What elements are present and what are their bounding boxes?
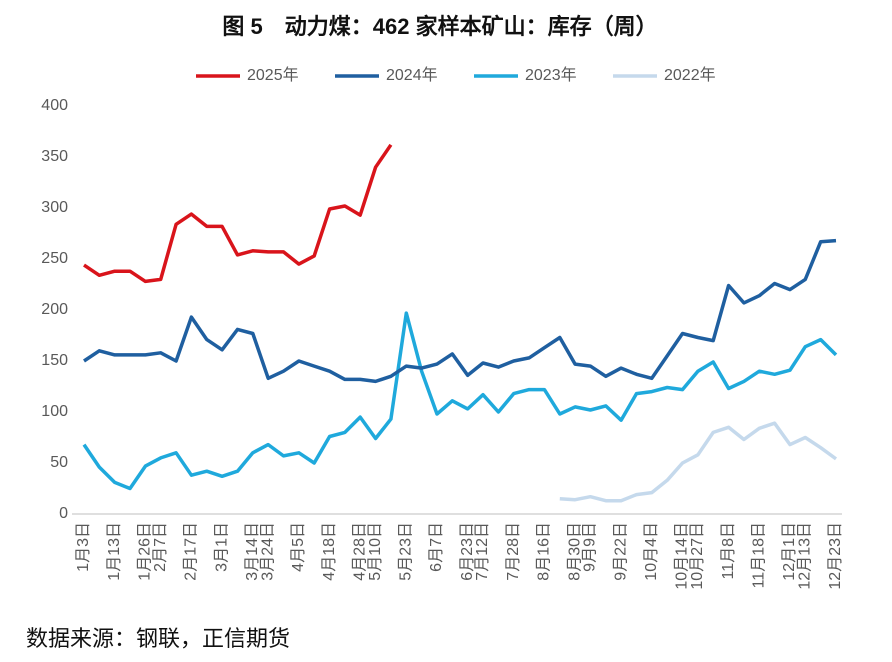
legend-label: 2024年 xyxy=(386,66,438,84)
x-tick-label: 11月18日 xyxy=(750,522,767,588)
x-tick-label: 8月30日 xyxy=(566,522,583,581)
source-note: 数据来源：钢联，正信期货 xyxy=(26,626,290,651)
x-tick-label: 9月9日 xyxy=(582,522,599,572)
x-tick-label: 9月22日 xyxy=(612,522,629,581)
x-tick-label: 8月16日 xyxy=(536,522,553,581)
x-tick-label: 11月8日 xyxy=(720,522,737,580)
y-tick-label: 0 xyxy=(59,505,68,522)
x-tick-label: 5月23日 xyxy=(398,522,415,581)
series-line xyxy=(559,421,838,503)
x-tick-label: 7月12日 xyxy=(474,522,491,581)
y-tick-label: 300 xyxy=(41,199,68,216)
legend-label: 2025年 xyxy=(247,66,299,84)
series-line xyxy=(83,143,393,284)
x-tick-label: 12月1日 xyxy=(781,522,798,581)
y-tick-label: 150 xyxy=(41,352,68,369)
y-tick-label: 400 xyxy=(41,97,68,114)
x-tick-label: 12月23日 xyxy=(827,522,844,590)
x-tick-label: 12月13日 xyxy=(797,522,814,590)
x-tick-label: 2月17日 xyxy=(183,522,200,581)
x-tick-label: 6月23日 xyxy=(459,522,476,581)
legend-label: 2022年 xyxy=(664,66,716,84)
x-tick-label: 4月18日 xyxy=(321,522,338,581)
x-tick-label: 1月26日 xyxy=(137,522,154,581)
x-tick-label: 4月28日 xyxy=(351,522,368,581)
series-line xyxy=(82,311,838,491)
x-tick-label: 10月14日 xyxy=(674,522,691,590)
y-tick-label: 100 xyxy=(41,403,68,420)
x-tick-label: 6月7日 xyxy=(428,522,445,572)
y-tick-label: 50 xyxy=(50,454,68,471)
x-tick-label: 3月1日 xyxy=(213,522,230,572)
x-tick-label: 2月7日 xyxy=(152,522,169,572)
x-tick-label: 3月24日 xyxy=(259,522,276,581)
x-tick-label: 10月4日 xyxy=(643,522,660,581)
series-line xyxy=(83,238,837,384)
x-tick-label: 5月10日 xyxy=(367,522,384,581)
x-tick-label: 1月13日 xyxy=(106,522,123,581)
x-tick-label: 4月5日 xyxy=(290,522,307,572)
chart-title: 图 5 动力煤：462 家样本矿山：库存（周） xyxy=(222,14,657,39)
x-tick-label: 3月14日 xyxy=(244,522,261,581)
y-tick-label: 350 xyxy=(41,148,68,165)
x-tick-label: 10月27日 xyxy=(689,522,706,590)
x-tick-label: 1月3日 xyxy=(75,522,92,572)
legend-label: 2023年 xyxy=(525,66,577,84)
y-tick-label: 250 xyxy=(41,250,68,267)
x-tick-label: 7月28日 xyxy=(505,522,522,581)
y-tick-label: 200 xyxy=(41,301,68,318)
